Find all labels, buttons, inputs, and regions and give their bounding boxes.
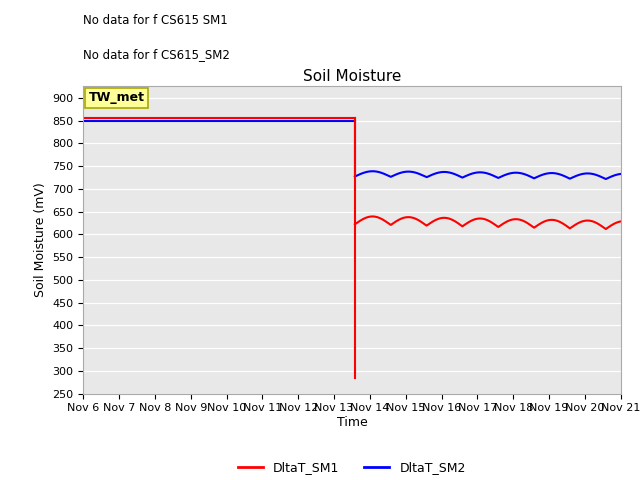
Legend: DltaT_SM1, DltaT_SM2: DltaT_SM1, DltaT_SM2 (233, 456, 471, 480)
X-axis label: Time: Time (337, 416, 367, 429)
Text: No data for f CS615_SM2: No data for f CS615_SM2 (83, 48, 230, 61)
Title: Soil Moisture: Soil Moisture (303, 69, 401, 84)
Text: TW_met: TW_met (88, 91, 145, 105)
Y-axis label: Soil Moisture (mV): Soil Moisture (mV) (34, 182, 47, 298)
Text: No data for f CS615 SM1: No data for f CS615 SM1 (83, 14, 228, 27)
